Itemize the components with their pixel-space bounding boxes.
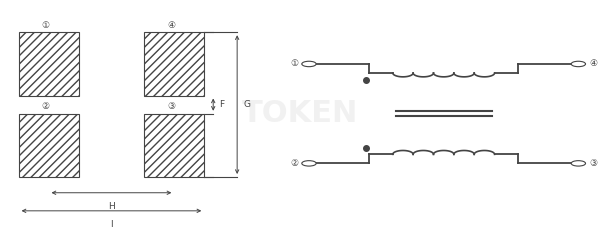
Text: H: H [108,202,115,211]
Text: G: G [243,100,250,109]
Text: ③: ③ [589,159,598,168]
Circle shape [302,61,316,67]
Text: TOKEN: TOKEN [242,99,358,128]
Text: F: F [219,100,224,109]
Circle shape [571,61,586,67]
Text: ②: ② [41,102,50,111]
Bar [19,32,79,96]
Text: ③: ③ [167,102,175,111]
Text: ④: ④ [589,59,598,68]
Bar [19,114,79,177]
Circle shape [302,161,316,166]
Text: ①: ① [41,21,50,30]
Bar [145,32,204,96]
Circle shape [571,161,586,166]
Text: ④: ④ [167,21,175,30]
Text: I: I [110,220,113,229]
Text: ②: ② [290,159,298,168]
Bar [145,114,204,177]
Text: ①: ① [290,59,298,68]
